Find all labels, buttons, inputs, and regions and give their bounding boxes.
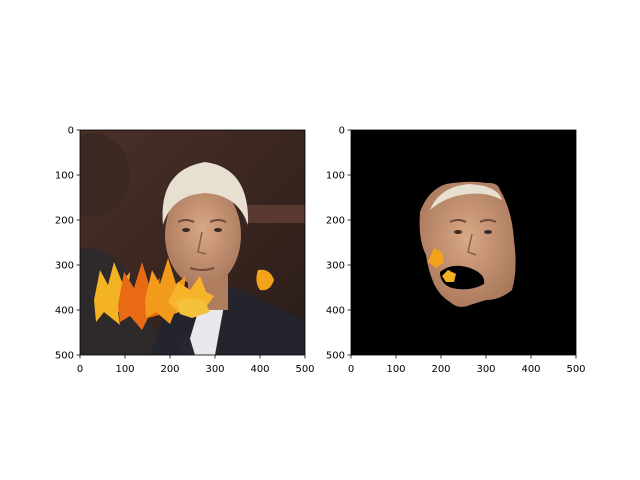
right-x-tick-label: 200	[431, 364, 450, 375]
right-x-tick-label: 300	[476, 364, 495, 375]
right-y-tick-label: 400	[326, 306, 345, 317]
right-mask-image	[351, 130, 576, 355]
right-y-tick-label: 200	[326, 216, 345, 227]
right-x-tick-label: 0	[348, 364, 354, 375]
leaves-overlay	[94, 258, 274, 330]
right-axes-frame	[350, 129, 577, 356]
left-x-tick-label: 100	[115, 364, 134, 375]
left-y-tick-label: 200	[55, 216, 74, 227]
right-y-tick-label: 300	[326, 261, 345, 272]
right-image-panel: 0 100 200 300 400 500 0 100 200 300 400 500	[326, 126, 586, 376]
left-x-tick-label: 400	[250, 364, 269, 375]
left-y-tick-label: 400	[55, 306, 74, 317]
right-y-tick-label: 500	[326, 351, 345, 362]
left-y-tick-label: 0	[68, 126, 74, 137]
right-x-axis: 0 100 200 300 400 500	[348, 355, 586, 375]
right-y-tick-label: 0	[339, 126, 345, 137]
left-x-tick-label: 200	[160, 364, 179, 375]
right-x-tick-label: 100	[386, 364, 405, 375]
left-axes-frame	[79, 129, 306, 356]
right-x-tick-label: 500	[566, 364, 585, 375]
left-x-tick-label: 0	[77, 364, 83, 375]
left-y-axis: 0 100 200 300 400 500	[55, 126, 80, 362]
right-y-axis: 0 100 200 300 400 500	[326, 126, 351, 362]
left-x-axis: 0 100 200 300 400 500	[77, 355, 315, 375]
right-y-tick-label: 100	[326, 171, 345, 182]
left-x-tick-label: 300	[205, 364, 224, 375]
right-x-tick-label: 400	[521, 364, 540, 375]
left-x-tick-label: 500	[295, 364, 314, 375]
left-y-tick-label: 500	[55, 351, 74, 362]
left-y-tick-label: 100	[55, 171, 74, 182]
left-y-tick-label: 300	[55, 261, 74, 272]
left-image	[80, 130, 305, 355]
left-image-panel: 0 100 200 300 400 500 0 100 200 300 400 500	[55, 126, 315, 376]
